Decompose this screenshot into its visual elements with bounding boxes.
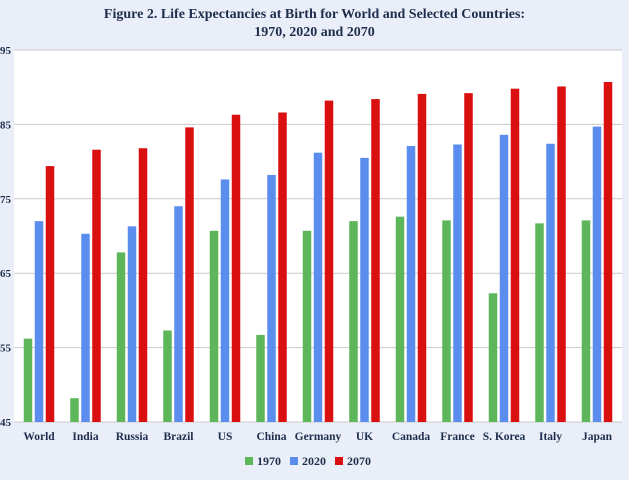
bar-2070-italy	[557, 86, 566, 423]
bar-2020-uk	[360, 157, 369, 422]
bar-2020-india	[81, 233, 90, 422]
legend-label: 1970	[257, 454, 281, 468]
bar-1970-china	[256, 334, 265, 422]
x-tick-label: UK	[356, 431, 373, 443]
bar-2020-china	[267, 174, 276, 422]
y-tick-label: 65	[0, 268, 12, 280]
bar-2020-italy	[546, 143, 555, 422]
x-tick-label: Canada	[392, 431, 431, 443]
bar-2070-brazil	[185, 127, 194, 422]
chart-title-line1: Figure 2. Life Expectancies at Birth for…	[103, 7, 526, 22]
legend-label: 2070	[347, 454, 371, 468]
x-tick-label: China	[256, 431, 286, 443]
bar-1970-italy	[535, 223, 544, 422]
bar-1970-s-korea	[488, 293, 498, 422]
bar-2070-germany	[324, 100, 334, 422]
bar-1970-us	[209, 230, 219, 422]
x-tick-label: S. Korea	[483, 431, 526, 443]
x-tick-label: Japan	[582, 431, 613, 443]
bar-2020-france	[453, 144, 462, 422]
bar-1970-france	[442, 220, 451, 422]
y-tick-label: 95	[0, 45, 12, 57]
bar-2070-canada	[417, 93, 427, 423]
x-tick-label: Brazil	[163, 431, 193, 443]
y-tick-label: 55	[0, 343, 12, 355]
bar-1970-russia	[116, 252, 126, 422]
legend-swatch-1970	[245, 457, 253, 465]
y-tick-label: 85	[0, 119, 12, 131]
bar-1970-canada	[395, 216, 405, 422]
bar-1970-uk	[349, 221, 358, 422]
bar-2070-india	[92, 149, 101, 423]
y-tick-label: 75	[0, 194, 12, 206]
x-tick-label: Germany	[295, 431, 342, 443]
bar-1970-japan	[581, 220, 591, 422]
x-tick-label: France	[440, 431, 474, 443]
bar-1970-brazil	[163, 330, 172, 422]
chart-title: Figure 2. Life Expectancies at Birth for…	[0, 6, 629, 42]
y-tick-label: 45	[0, 417, 12, 429]
bar-2020-s-korea	[499, 134, 509, 423]
x-tick-label: India	[72, 431, 98, 443]
legend-label: 2020	[302, 454, 326, 468]
x-tick-label: World	[23, 431, 55, 443]
legend-swatch-2020	[290, 457, 298, 465]
bar-2070-france	[464, 93, 473, 422]
bar-2020-japan	[592, 126, 602, 422]
bar-1970-germany	[302, 230, 312, 422]
bar-2020-germany	[313, 152, 323, 422]
bar-2070-china	[278, 112, 287, 422]
bar-2070-world	[45, 166, 55, 422]
bar-1970-world	[23, 338, 33, 422]
bar-2020-brazil	[174, 206, 183, 422]
bar-2020-world	[34, 221, 44, 422]
x-tick-label: US	[218, 431, 233, 443]
bar-2070-russia	[138, 148, 148, 422]
x-tick-label: Russia	[116, 431, 149, 443]
chart-title-line2: 1970, 2020 and 2070	[254, 25, 375, 40]
bar-1970-india	[70, 398, 79, 422]
bar-2020-russia	[127, 226, 137, 422]
bar-2020-canada	[406, 145, 416, 422]
bar-2070-s-korea	[510, 88, 520, 423]
x-tick-label: Italy	[539, 431, 562, 443]
bar-2070-uk	[371, 99, 380, 422]
legend-swatch-2070	[335, 457, 343, 465]
bar-2070-us	[231, 114, 241, 422]
bar-2020-us	[220, 179, 230, 422]
bar-2070-japan	[603, 81, 613, 422]
